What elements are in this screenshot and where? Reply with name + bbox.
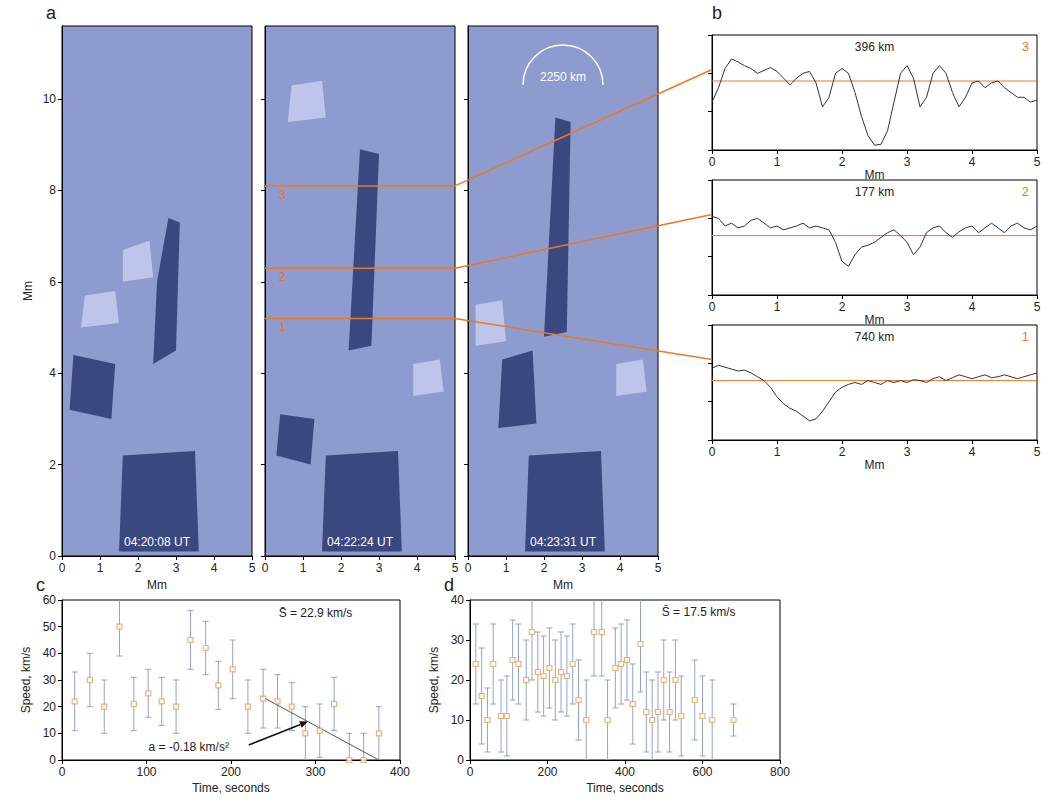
svg-text:a = -0.18 km/s²: a = -0.18 km/s² <box>149 740 229 754</box>
svg-text:4: 4 <box>969 300 976 314</box>
svg-text:4: 4 <box>969 155 976 169</box>
svg-text:0: 0 <box>457 753 464 767</box>
svg-text:2: 2 <box>541 561 548 575</box>
svg-text:0: 0 <box>49 549 56 563</box>
svg-text:0: 0 <box>49 753 56 767</box>
svg-text:2: 2 <box>135 561 142 575</box>
svg-text:3: 3 <box>579 561 586 575</box>
svg-text:1: 1 <box>279 320 286 334</box>
svg-text:S̄ = 17.5 km/s: S̄ = 17.5 km/s <box>662 605 736 619</box>
svg-text:3: 3 <box>279 188 286 202</box>
svg-text:0: 0 <box>59 561 66 575</box>
svg-text:4: 4 <box>969 445 976 459</box>
svg-text:800: 800 <box>770 765 790 779</box>
svg-text:0: 0 <box>465 561 472 575</box>
svg-text:4: 4 <box>617 561 624 575</box>
svg-text:1: 1 <box>1022 329 1029 344</box>
svg-text:5: 5 <box>452 561 459 575</box>
svg-text:04:20:08 UT: 04:20:08 UT <box>124 535 191 549</box>
svg-text:740 km: 740 km <box>855 330 894 344</box>
svg-text:10: 10 <box>43 726 57 740</box>
svg-text:0: 0 <box>467 765 474 779</box>
svg-text:2: 2 <box>279 270 286 284</box>
svg-text:1: 1 <box>97 561 104 575</box>
svg-text:4: 4 <box>211 561 218 575</box>
svg-text:d: d <box>444 575 454 595</box>
svg-text:2: 2 <box>839 445 846 459</box>
svg-text:1: 1 <box>300 561 307 575</box>
svg-text:Mm: Mm <box>553 578 573 592</box>
svg-text:2: 2 <box>49 458 56 472</box>
svg-text:Mm: Mm <box>865 168 885 182</box>
svg-text:a: a <box>46 3 57 23</box>
svg-text:3: 3 <box>376 561 383 575</box>
svg-text:1: 1 <box>774 445 781 459</box>
svg-text:400: 400 <box>615 765 635 779</box>
svg-text:5: 5 <box>1034 300 1041 314</box>
svg-text:3: 3 <box>904 300 911 314</box>
svg-text:0: 0 <box>262 561 269 575</box>
svg-text:04:23:31 UT: 04:23:31 UT <box>530 535 597 549</box>
svg-text:Time, seconds: Time, seconds <box>586 781 664 795</box>
svg-text:2: 2 <box>839 155 846 169</box>
svg-text:0: 0 <box>59 765 66 779</box>
svg-text:40: 40 <box>451 593 465 607</box>
svg-text:0: 0 <box>709 300 716 314</box>
svg-text:300: 300 <box>305 765 325 779</box>
svg-text:100: 100 <box>136 765 156 779</box>
svg-text:0: 0 <box>709 155 716 169</box>
svg-text:5: 5 <box>655 561 662 575</box>
svg-text:0: 0 <box>709 445 716 459</box>
svg-text:Mm: Mm <box>21 281 35 301</box>
svg-text:5: 5 <box>1034 445 1041 459</box>
svg-text:3: 3 <box>904 445 911 459</box>
svg-text:Mm: Mm <box>147 578 167 592</box>
svg-text:20: 20 <box>451 673 465 687</box>
svg-text:8: 8 <box>49 183 56 197</box>
svg-text:5: 5 <box>249 561 256 575</box>
svg-text:10: 10 <box>43 92 57 106</box>
svg-text:10: 10 <box>451 713 465 727</box>
svg-text:5: 5 <box>1034 155 1041 169</box>
svg-text:2: 2 <box>839 300 846 314</box>
svg-text:Mm: Mm <box>865 313 885 327</box>
svg-text:6: 6 <box>49 275 56 289</box>
svg-text:Mm: Mm <box>865 458 885 472</box>
svg-text:60: 60 <box>43 593 57 607</box>
svg-text:1: 1 <box>774 300 781 314</box>
svg-text:c: c <box>36 575 45 595</box>
svg-text:S̄ = 22.9 km/s: S̄ = 22.9 km/s <box>279 606 353 620</box>
svg-text:2250 km: 2250 km <box>540 70 586 84</box>
svg-text:Time, seconds: Time, seconds <box>192 781 270 795</box>
svg-text:2: 2 <box>338 561 345 575</box>
svg-text:4: 4 <box>49 366 56 380</box>
svg-text:2: 2 <box>1022 184 1029 199</box>
svg-text:3: 3 <box>904 155 911 169</box>
svg-text:b: b <box>712 3 722 23</box>
svg-text:Speed, km/s: Speed, km/s <box>19 647 33 714</box>
svg-text:30: 30 <box>43 673 57 687</box>
svg-text:177 km: 177 km <box>855 185 894 199</box>
svg-text:400: 400 <box>390 765 410 779</box>
svg-text:1: 1 <box>774 155 781 169</box>
svg-text:396 km: 396 km <box>855 40 894 54</box>
svg-text:40: 40 <box>43 646 57 660</box>
svg-text:4: 4 <box>414 561 421 575</box>
svg-text:200: 200 <box>221 765 241 779</box>
svg-text:Speed, km/s: Speed, km/s <box>427 647 441 714</box>
svg-text:1: 1 <box>503 561 510 575</box>
svg-text:3: 3 <box>1022 39 1029 54</box>
svg-text:30: 30 <box>451 633 465 647</box>
svg-text:50: 50 <box>43 620 57 634</box>
svg-text:600: 600 <box>692 765 712 779</box>
svg-text:20: 20 <box>43 700 57 714</box>
svg-text:200: 200 <box>537 765 557 779</box>
svg-text:04:22:24 UT: 04:22:24 UT <box>327 535 394 549</box>
svg-text:3: 3 <box>173 561 180 575</box>
